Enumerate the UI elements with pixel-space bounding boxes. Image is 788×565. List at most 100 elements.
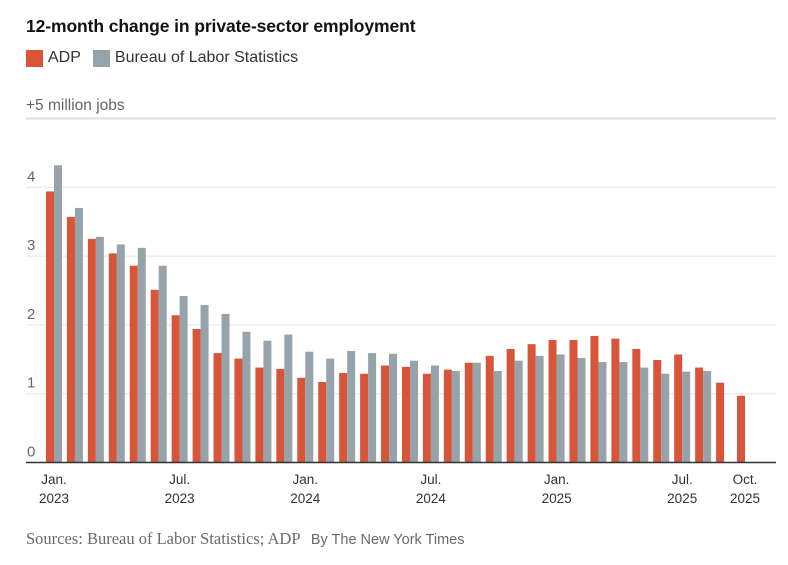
bar-adp-14 (339, 373, 348, 463)
bar-adp-20 (464, 362, 473, 463)
legend-item-bls: Bureau of Labor Statistics (92, 49, 299, 67)
bar-bls-17 (409, 360, 418, 463)
bar-bls-20 (472, 362, 481, 463)
bar-bls-30 (682, 371, 691, 463)
x-tick-label-33-line2: 2025 (730, 491, 760, 506)
legend: ADP Bureau of Labor Statistics (26, 49, 310, 67)
bar-adp-2 (87, 238, 96, 463)
bar-adp-23 (527, 344, 536, 463)
bar-adp-29 (653, 359, 662, 463)
x-tick-label-24-line2: 2025 (542, 491, 572, 506)
bar-adp-3 (108, 253, 117, 463)
legend-item-adp: ADP (26, 49, 81, 67)
bar-adp-13 (318, 382, 327, 463)
x-tick-label-12-line2: 2024 (290, 491, 321, 506)
x-tick-labels: Jan. 2023 Jul. 2023 Jan. 2024 Jul. 2024 Jan. 2025… (39, 472, 760, 506)
bar-bls-19 (451, 371, 460, 463)
bar-adp-27 (611, 338, 620, 463)
bar-bls-24 (556, 354, 565, 463)
bar-adp-32 (716, 382, 725, 463)
bar-adp-19 (443, 369, 452, 463)
bar-bls-16 (389, 353, 398, 463)
bar-adp-24 (548, 340, 557, 463)
bar-bls-9 (242, 331, 251, 463)
bar-adp-10 (255, 367, 264, 463)
bar-bls-8 (221, 313, 230, 463)
y-tick-label-0: 0 (27, 444, 35, 461)
x-tick-label-6-line1: Jul. (169, 472, 190, 487)
bar-adp-15 (360, 373, 369, 463)
bar-adp-25 (569, 340, 578, 463)
bar-bls-4 (137, 247, 146, 463)
bar-bls-1 (74, 207, 83, 463)
y-tick-label-2: 2 (27, 306, 35, 323)
x-tick-label-30-line2: 2025 (667, 491, 697, 506)
legend-swatch-bls (92, 49, 110, 67)
y-tick-label-1: 1 (27, 375, 35, 392)
legend-swatch-adp (26, 49, 43, 67)
bars (46, 165, 746, 463)
bar-adp-5 (150, 289, 159, 463)
bar-adp-21 (485, 355, 494, 463)
bar-bls-29 (661, 373, 670, 463)
bar-adp-6 (171, 315, 180, 463)
footer: Sources: Bureau of Labor Statistics; ADP… (26, 529, 465, 549)
chart-title: 12-month change in private-sector employ… (26, 16, 416, 36)
y-tick-label-4: 4 (27, 168, 35, 185)
bar-adp-8 (213, 353, 222, 463)
y-tick-label-3: 3 (27, 237, 35, 254)
x-tick-label-12-line1: Jan. (293, 472, 319, 487)
bar-adp-1 (66, 216, 75, 463)
bar-bls-13 (326, 358, 335, 463)
bar-adp-4 (129, 265, 138, 463)
bar-adp-18 (422, 373, 431, 463)
bar-adp-28 (632, 348, 641, 463)
bar-adp-9 (234, 358, 243, 463)
bar-bls-6 (179, 296, 188, 463)
bar-bls-0 (54, 165, 62, 463)
bar-adp-31 (695, 367, 704, 463)
x-tick-label-0-line2: 2023 (39, 491, 69, 506)
bar-bls-10 (263, 340, 272, 463)
sources-note: Sources: Bureau of Labor Statistics; ADP (26, 529, 301, 548)
bar-adp-7 (192, 329, 201, 463)
bar-adp-33 (737, 395, 746, 463)
x-tick-label-18-line1: Jul. (420, 472, 441, 487)
legend-label-bls: Bureau of Labor Statistics (114, 49, 299, 66)
bar-bls-27 (619, 362, 628, 463)
bar-bls-23 (535, 355, 544, 463)
x-tick-label-33-line1: Oct. (733, 472, 758, 487)
bar-bls-12 (305, 351, 314, 463)
bar-adp-22 (506, 348, 515, 463)
bar-bls-21 (493, 371, 502, 463)
bar-adp-12 (297, 377, 306, 463)
bar-adp-16 (381, 365, 390, 463)
y-axis-top-label: +5 million jobs (26, 97, 125, 114)
bar-adp-0 (46, 191, 54, 463)
bar-adp-11 (276, 368, 285, 463)
bar-bls-25 (577, 357, 586, 463)
bar-bls-14 (347, 351, 356, 463)
bar-bls-18 (430, 365, 439, 463)
bar-bls-28 (640, 367, 649, 463)
bar-bls-15 (368, 353, 377, 463)
bar-bls-5 (158, 265, 167, 463)
bar-adp-30 (674, 354, 683, 463)
legend-label-adp: ADP (48, 49, 81, 66)
credit-note: By The New York Times (310, 532, 465, 548)
bar-bls-22 (514, 360, 523, 463)
y-tick-labels: 0 1 2 3 4 (27, 168, 35, 460)
bar-adp-17 (401, 366, 410, 463)
bar-bls-11 (284, 334, 293, 463)
bar-adp-26 (590, 335, 599, 463)
bar-bls-3 (116, 244, 125, 463)
x-tick-label-24-line1: Jan. (544, 472, 570, 487)
x-tick-label-30-line1: Jul. (672, 472, 693, 487)
x-tick-label-0-line1: Jan. (41, 472, 67, 487)
bar-bls-31 (703, 371, 712, 463)
bar-bls-2 (95, 236, 104, 463)
x-tick-label-6-line2: 2023 (165, 491, 195, 506)
x-tick-label-18-line2: 2024 (416, 491, 447, 506)
bar-bls-26 (598, 362, 607, 463)
